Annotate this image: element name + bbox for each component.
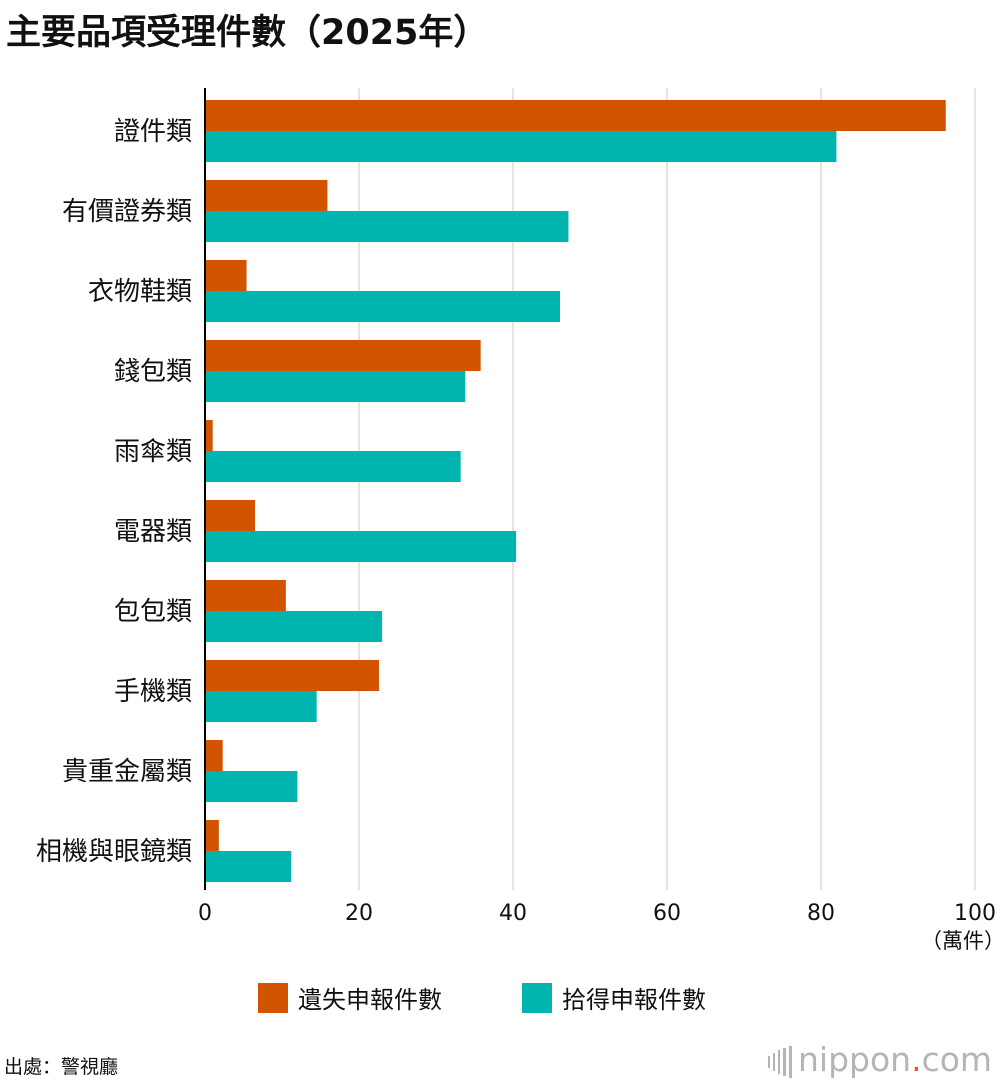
legend-swatch-lost <box>258 982 288 1013</box>
logo-bars-icon <box>768 1046 792 1078</box>
x-tick-label: 0 <box>198 901 212 926</box>
legend-item-lost: 遺失申報件數 <box>258 980 442 1015</box>
x-unit-label: （萬件） <box>921 929 1000 953</box>
bar-lost <box>205 340 481 371</box>
source-note: 出處：警視廳 <box>4 1056 119 1078</box>
x-tick-label: 100 <box>954 901 996 926</box>
legend-label-found: 拾得申報件數 <box>562 986 706 1014</box>
bar-found <box>205 371 466 402</box>
category-label: 證件類 <box>114 117 192 147</box>
chart-title: 主要品項受理件數（2025年） <box>6 13 489 53</box>
category-label: 手機類 <box>114 677 192 707</box>
nippon-logo: nippon.com <box>768 1040 992 1079</box>
category-label: 貴重金屬類 <box>62 757 192 787</box>
bar-lost <box>205 740 223 771</box>
bars <box>205 100 946 882</box>
bar-found <box>205 851 292 882</box>
gridlines <box>358 88 976 890</box>
legend-item-found: 拾得申報件數 <box>522 980 706 1015</box>
category-label: 衣物鞋類 <box>88 277 192 307</box>
bar-lost <box>205 420 213 451</box>
bar-lost <box>205 820 219 851</box>
category-label: 雨傘類 <box>114 437 192 467</box>
x-tick-label: 20 <box>345 901 373 926</box>
legend-label-lost: 遺失申報件數 <box>298 986 442 1014</box>
bar-found <box>205 531 517 562</box>
x-tick-label: 60 <box>653 901 681 926</box>
bar-found <box>205 771 298 802</box>
legend-swatch-found <box>522 982 552 1013</box>
x-tick-label: 40 <box>499 901 527 926</box>
category-label: 有價證券類 <box>62 197 192 227</box>
bar-found <box>205 611 383 642</box>
bar-lost <box>205 500 256 531</box>
category-label: 包包類 <box>114 597 192 627</box>
bar-lost <box>205 660 380 691</box>
bar-lost <box>205 100 946 131</box>
category-label: 電器類 <box>114 517 192 547</box>
tick-labels: 0 20 40 60 80 100 （萬件） <box>198 901 1000 953</box>
bar-lost <box>205 580 286 611</box>
x-tick-label: 80 <box>807 901 835 926</box>
bar-found <box>205 131 837 162</box>
bar-lost <box>205 180 328 211</box>
bar-found <box>205 211 569 242</box>
bar-found <box>205 291 560 322</box>
category-label: 錢包類 <box>114 357 192 387</box>
logo-text: nippon.com <box>798 1040 992 1079</box>
category-label: 相機與眼鏡類 <box>36 837 192 867</box>
bar-found <box>205 691 317 722</box>
bar-found <box>205 451 461 482</box>
bar-lost <box>205 260 247 291</box>
legend: 遺失申報件數 拾得申報件數 <box>0 980 1000 1016</box>
